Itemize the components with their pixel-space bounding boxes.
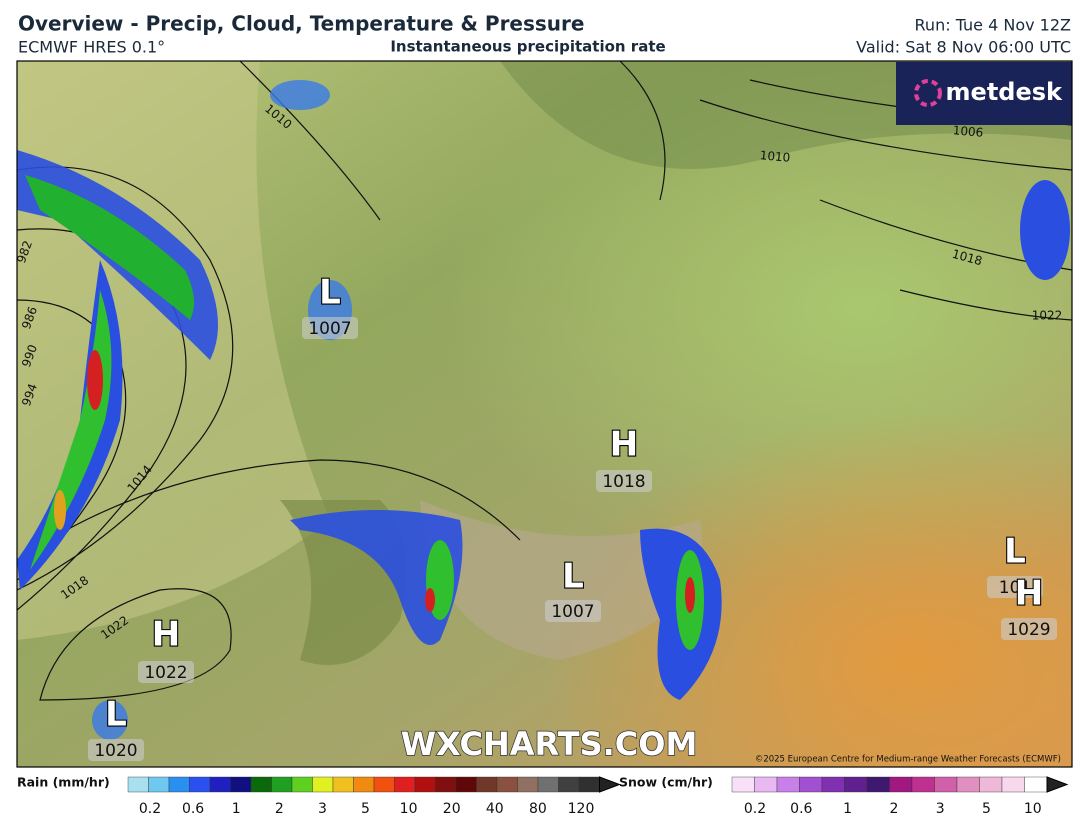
colorbar-segment: [578, 776, 600, 793]
colorbar-label: 0.6: [182, 801, 204, 817]
colorbar-segment: [754, 776, 778, 793]
precipitation: [17, 80, 1070, 740]
pressure-value: 1018: [602, 472, 645, 492]
colorbar-label: 120: [568, 801, 595, 817]
isobar-label: 1006: [952, 123, 984, 140]
colorbar-segment: [1024, 776, 1048, 793]
colorbar-label: 80: [529, 801, 547, 817]
colorbar-segment: [496, 776, 518, 793]
colorbar-label: 1: [843, 801, 852, 817]
watermark: WXCHARTS.COM: [401, 725, 698, 763]
colorbar-segment: [250, 776, 272, 793]
colorbar-label: 0.6: [790, 801, 812, 817]
colorbar-segment: [956, 776, 980, 793]
credit: ©2025 European Centre for Medium-range W…: [755, 755, 1061, 765]
snow-legend-title: Snow (cm/hr): [619, 775, 713, 790]
pressure-value-box: [302, 317, 358, 339]
colorbar-segment: [312, 776, 334, 793]
colorbar-segment: [127, 776, 149, 793]
title: Overview - Precip, Cloud, Temperature & …: [18, 12, 584, 36]
colorbar-segment: [353, 776, 375, 793]
map: metdesk 1007 L 1018 H 1007 L 1022 H 1020 L 101 L 102…: [17, 61, 1072, 767]
colorbar-label: 5: [361, 801, 370, 817]
colorbar-segment: [776, 776, 800, 793]
colorbar-label: 2: [275, 801, 284, 817]
isobar-label: 1022: [1032, 309, 1063, 323]
colorbar-arrow: [599, 776, 621, 793]
pressure-value: 101: [999, 578, 1031, 598]
colorbar-segment: [731, 776, 755, 793]
model: ECMWF HRES 0.1°: [18, 38, 165, 57]
colorbar-segment: [291, 776, 313, 793]
colorbar-segment: [558, 776, 580, 793]
colorbar-segment: [332, 776, 354, 793]
pressure-symbol: H: [610, 425, 638, 465]
colorbar-segment: [230, 776, 252, 793]
colorbar-segment: [866, 776, 890, 793]
pressure-value: 1022: [144, 663, 187, 683]
colorbar-label: 2: [889, 801, 898, 817]
pressure-value-box: [545, 600, 601, 622]
pressure-symbol: H: [1015, 574, 1043, 614]
subtitle: Instantaneous precipitation rate: [390, 38, 665, 56]
colorbar-arrow: [1046, 776, 1069, 793]
run-time: Run: Tue 4 Nov 12Z: [915, 16, 1072, 35]
colorbar-segment: [889, 776, 913, 793]
colorbar-segment: [209, 776, 231, 793]
pressure-symbol: L: [105, 695, 127, 735]
pressure-symbol: L: [562, 557, 584, 597]
colorbar-label: 10: [1024, 801, 1042, 817]
pressure-symbol: H: [152, 615, 180, 655]
colorbar-segment: [435, 776, 457, 793]
pressure-value: 1007: [551, 602, 594, 622]
colorbar-label: 1: [232, 801, 241, 817]
colorbar-segment: [148, 776, 170, 793]
pressure-value: 1007: [308, 319, 351, 339]
colorbar-segment: [373, 776, 395, 793]
colorbar-segment: [537, 776, 559, 793]
pressure-value: 1020: [94, 741, 137, 761]
colorbar-segment: [821, 776, 845, 793]
colorbar-segment: [799, 776, 823, 793]
logo: metdesk: [946, 78, 1064, 106]
colorbar-segment: [934, 776, 958, 793]
colorbar-label: 10: [400, 801, 418, 817]
colorbar-segment: [455, 776, 477, 793]
pressure-value-box: [596, 470, 652, 492]
colorbar-segment: [414, 776, 436, 793]
colorbar-segment: [1001, 776, 1025, 793]
pressure-symbol: L: [319, 273, 341, 313]
colorbar-label: 3: [318, 801, 327, 817]
colorbar-segment: [394, 776, 416, 793]
pressure-symbol: L: [1004, 532, 1026, 572]
pressure-value-box: [1001, 618, 1057, 640]
colorbar-segment: [911, 776, 935, 793]
colorbars: 0.2 0.6 1 2 3 5 10 20 40 80 120 0.2 0.6 1 2 3 5 10: [127, 776, 1069, 817]
pressure-value-box: [138, 661, 194, 683]
colorbar-label: 5: [982, 801, 991, 817]
colorbar-segment: [271, 776, 293, 793]
pressure-value-box: [88, 739, 144, 761]
colorbar-label: 20: [443, 801, 461, 817]
colorbar-segment: [168, 776, 190, 793]
colorbar-segment: [476, 776, 498, 793]
isobar-label: 1010: [759, 148, 791, 165]
colorbar-label: 3: [936, 801, 945, 817]
colorbar-segment: [844, 776, 868, 793]
colorbar-segment: [517, 776, 539, 793]
pressure-value: 1029: [1007, 620, 1050, 640]
valid-time: Valid: Sat 8 Nov 06:00 UTC: [856, 38, 1071, 57]
colorbar-segment: [979, 776, 1003, 793]
pressure-value-box: [987, 576, 1043, 598]
colorbar-segment: [189, 776, 211, 793]
colorbar-label: 40: [486, 801, 504, 817]
rain-legend-title: Rain (mm/hr): [17, 775, 110, 790]
colorbar-label: 0.2: [744, 801, 766, 817]
colorbar-label: 0.2: [139, 801, 161, 817]
